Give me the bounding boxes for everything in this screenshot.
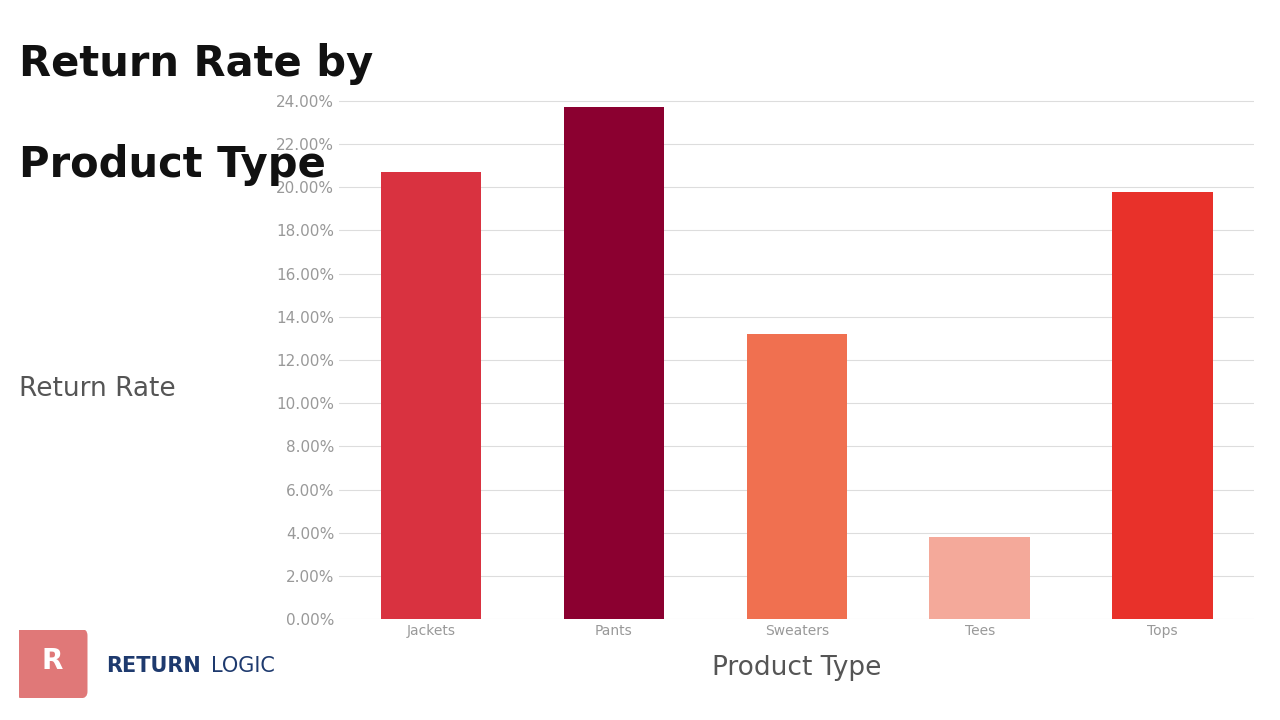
- Text: Return Rate: Return Rate: [19, 376, 175, 402]
- X-axis label: Product Type: Product Type: [712, 654, 882, 680]
- Text: Product Type: Product Type: [19, 144, 326, 186]
- Bar: [563, 107, 664, 619]
- Bar: [746, 334, 847, 619]
- Bar: [929, 537, 1030, 619]
- Text: Return Rate by: Return Rate by: [19, 43, 374, 85]
- Text: R: R: [42, 647, 63, 675]
- Bar: [1112, 192, 1213, 619]
- Bar: [381, 172, 481, 619]
- Text: LOGIC: LOGIC: [211, 656, 275, 676]
- FancyBboxPatch shape: [15, 629, 87, 698]
- Text: RETURN: RETURN: [106, 656, 201, 676]
